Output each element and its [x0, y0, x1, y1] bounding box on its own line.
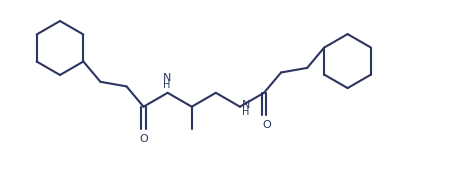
Text: N: N [242, 100, 250, 110]
Text: H: H [163, 80, 170, 90]
Text: O: O [263, 120, 271, 130]
Text: H: H [242, 107, 250, 117]
Text: O: O [139, 134, 148, 144]
Text: N: N [162, 73, 171, 83]
